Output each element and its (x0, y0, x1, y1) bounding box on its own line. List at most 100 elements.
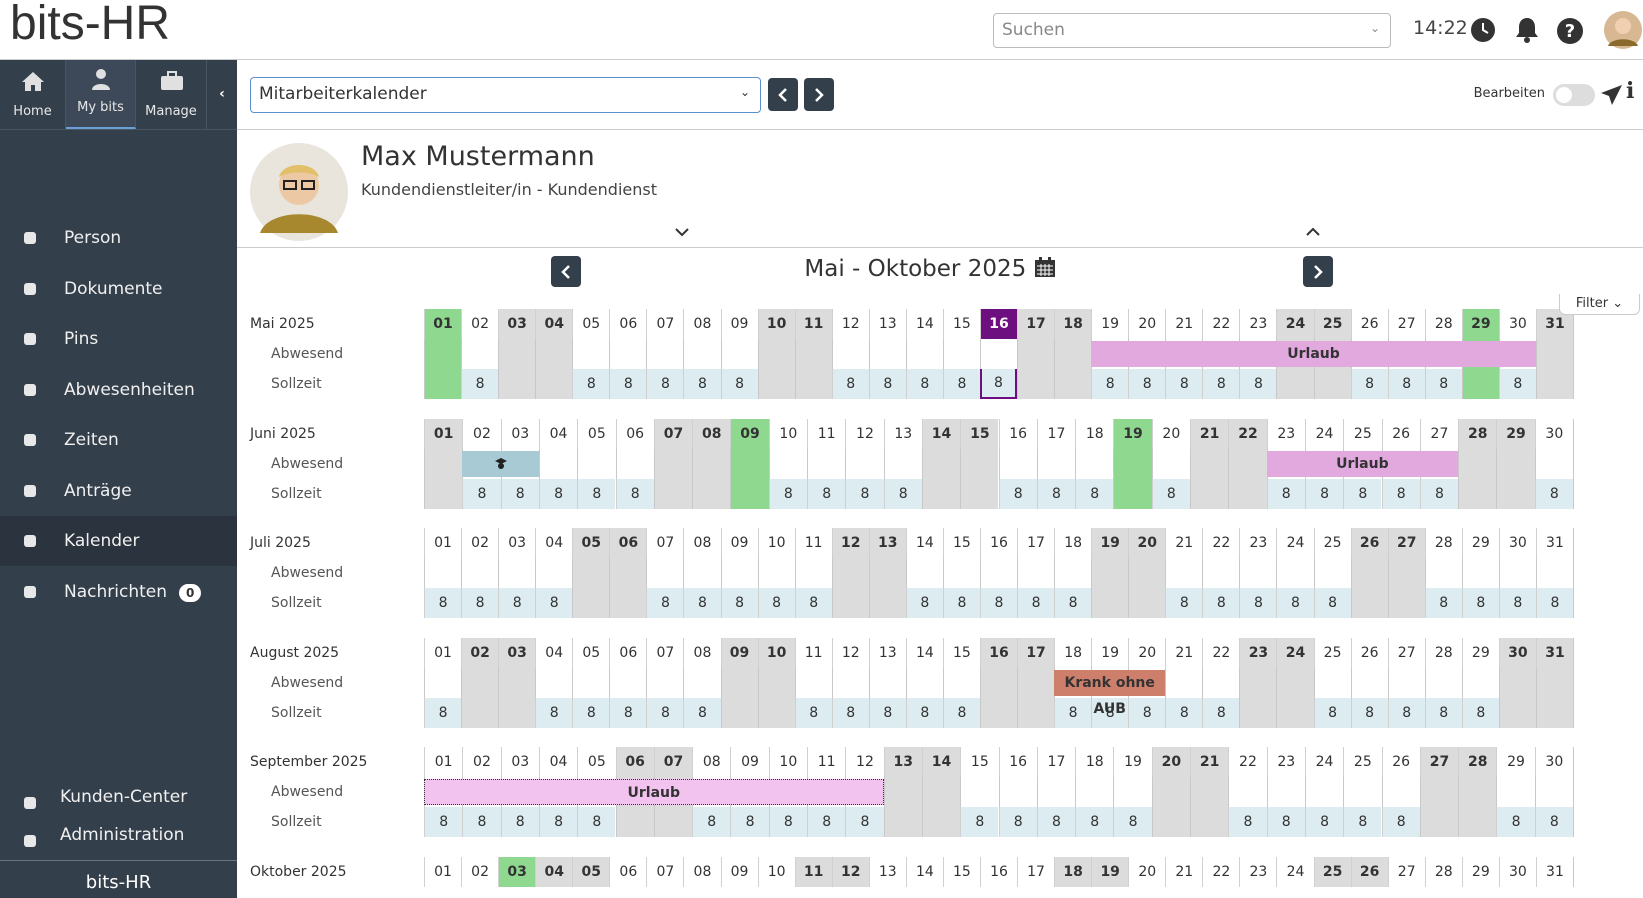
day-label[interactable]: 26 (1381, 747, 1420, 778)
period-next[interactable] (1303, 256, 1333, 287)
absence-bar[interactable]: Krank ohne AUB (1054, 669, 1166, 717)
day-label[interactable]: 18 (1054, 309, 1091, 339)
day-label[interactable]: 29 (1461, 637, 1499, 668)
day-label[interactable]: 18 (1075, 418, 1113, 449)
day-label[interactable]: 15 (942, 309, 980, 339)
day-label[interactable]: 25 (1343, 418, 1381, 449)
day-label[interactable]: 29 (1461, 309, 1499, 339)
calendar-icon[interactable] (1034, 256, 1056, 278)
day-label[interactable]: 16 (979, 309, 1018, 339)
day-label[interactable]: 27 (1419, 418, 1458, 449)
day-label[interactable]: 03 (500, 747, 539, 778)
day-label[interactable]: 23 (1239, 857, 1276, 887)
day-label[interactable]: 08 (683, 528, 720, 559)
day-label[interactable]: 12 (831, 637, 869, 668)
day-label[interactable]: 31 (1535, 528, 1573, 559)
menu-item[interactable]: Kalender (0, 516, 237, 566)
day-label[interactable]: 13 (883, 418, 922, 449)
day-label[interactable]: 06 (609, 637, 646, 668)
day-label[interactable]: 13 (868, 857, 906, 887)
day-label[interactable]: 24 (1304, 418, 1343, 449)
day-label[interactable]: 19 (1091, 528, 1128, 559)
day-label[interactable]: 11 (807, 418, 845, 449)
day-label[interactable]: 18 (1054, 857, 1091, 887)
send-icon[interactable] (1600, 83, 1624, 107)
day-label[interactable]: 07 (646, 528, 683, 559)
day-label[interactable]: 25 (1313, 637, 1351, 668)
day-label[interactable]: 16 (998, 418, 1037, 449)
day-label[interactable]: 04 (535, 528, 572, 559)
day-label[interactable]: 28 (1458, 418, 1496, 449)
day-label[interactable]: 14 (905, 637, 943, 668)
day-label[interactable]: 25 (1313, 528, 1351, 559)
day-label[interactable]: 03 (498, 857, 535, 887)
day-label[interactable]: 14 (921, 747, 960, 778)
day-label[interactable]: 26 (1350, 857, 1388, 887)
day-label[interactable]: 23 (1239, 528, 1276, 559)
day-label[interactable]: 18 (1075, 747, 1113, 778)
day-label[interactable]: 21 (1165, 309, 1202, 339)
edit-toggle[interactable] (1553, 84, 1595, 106)
day-label[interactable]: 30 (1498, 857, 1536, 887)
day-label[interactable]: 17 (1017, 857, 1054, 887)
day-label[interactable]: 14 (921, 418, 960, 449)
day-label[interactable]: 17 (1036, 418, 1075, 449)
day-label[interactable]: 13 (868, 637, 906, 668)
day-label[interactable]: 29 (1461, 528, 1499, 559)
day-label[interactable]: 11 (807, 747, 845, 778)
day-label[interactable]: 21 (1190, 418, 1228, 449)
day-label[interactable]: 04 (535, 637, 572, 668)
day-label[interactable]: 17 (1017, 637, 1054, 668)
day-label[interactable]: 27 (1387, 309, 1425, 339)
day-label[interactable]: 02 (461, 528, 498, 559)
day-label[interactable]: 11 (794, 309, 832, 339)
day-label[interactable]: 07 (653, 747, 692, 778)
day-label[interactable]: 20 (1128, 857, 1165, 887)
day-label[interactable]: 12 (831, 528, 869, 559)
day-label[interactable]: 10 (757, 857, 795, 887)
day-label[interactable]: 19 (1091, 857, 1128, 887)
day-label[interactable]: 15 (942, 857, 980, 887)
day-label[interactable]: 18 (1054, 528, 1091, 559)
day-label[interactable]: 03 (498, 637, 535, 668)
day-label[interactable]: 24 (1276, 528, 1313, 559)
day-label[interactable]: 14 (905, 857, 943, 887)
day-label[interactable]: 15 (942, 637, 980, 668)
day-label[interactable]: 28 (1458, 747, 1496, 778)
day-label[interactable]: 19 (1091, 309, 1128, 339)
day-label[interactable]: 30 (1534, 418, 1573, 449)
day-label[interactable]: 09 (720, 637, 758, 668)
day-label[interactable]: 07 (646, 637, 683, 668)
menu-item[interactable]: Administration (0, 816, 237, 854)
day-label[interactable]: 22 (1202, 309, 1239, 339)
day-label[interactable]: 08 (683, 857, 720, 887)
day-label[interactable]: 06 (615, 747, 654, 778)
day-label[interactable]: 10 (757, 528, 795, 559)
day-label[interactable]: 25 (1313, 309, 1351, 339)
day-label[interactable]: 16 (979, 857, 1017, 887)
day-label[interactable]: 08 (692, 418, 730, 449)
day-label[interactable]: 09 (720, 528, 758, 559)
day-label[interactable]: 27 (1387, 857, 1425, 887)
day-label[interactable]: 01 (424, 418, 462, 449)
next-button[interactable] (804, 78, 834, 111)
day-label[interactable]: 13 (868, 528, 906, 559)
filter-button[interactable]: Filter ⌄ (1559, 294, 1640, 315)
day-label[interactable]: 06 (615, 418, 654, 449)
day-label[interactable]: 23 (1266, 747, 1305, 778)
day-label[interactable]: 26 (1381, 418, 1420, 449)
day-label[interactable]: 22 (1228, 747, 1266, 778)
day-label[interactable]: 11 (794, 637, 832, 668)
collapse-button[interactable]: ‹ (219, 86, 225, 102)
day-label[interactable]: 27 (1387, 528, 1425, 559)
day-label[interactable]: 02 (461, 637, 498, 668)
day-label[interactable]: 24 (1276, 637, 1313, 668)
day-label[interactable]: 07 (646, 857, 683, 887)
day-label[interactable]: 10 (757, 309, 795, 339)
day-label[interactable]: 09 (720, 309, 758, 339)
day-label[interactable]: 01 (424, 857, 461, 887)
day-label[interactable]: 30 (1498, 528, 1536, 559)
day-label[interactable]: 01 (424, 637, 461, 668)
day-label[interactable]: 21 (1190, 747, 1228, 778)
day-label[interactable]: 23 (1239, 637, 1276, 668)
